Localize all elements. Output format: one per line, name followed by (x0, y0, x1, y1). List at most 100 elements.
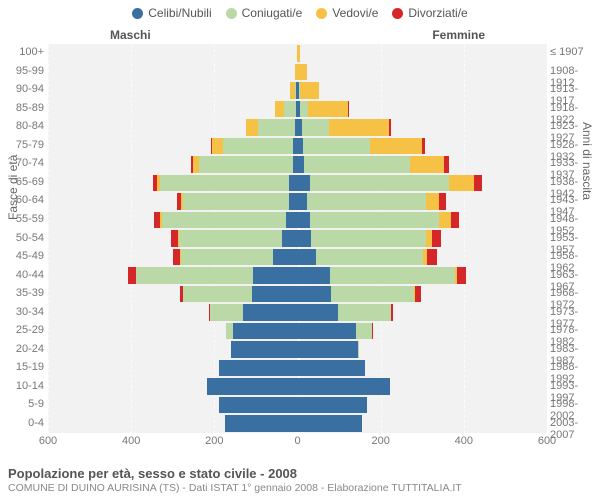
bar-segment (173, 249, 180, 266)
age-label: 5-9 (0, 398, 44, 410)
bar-segment (298, 415, 362, 432)
age-label: 75-79 (0, 139, 44, 151)
pyramid-row (48, 211, 547, 230)
x-tick-label: 0 (294, 435, 300, 447)
bar-segment (426, 193, 438, 210)
male-bar (246, 119, 298, 136)
age-label: 85-89 (0, 102, 44, 114)
bar-segment (210, 304, 243, 321)
age-label: 20-24 (0, 343, 44, 355)
bar-segment (298, 249, 317, 266)
bar-segment (233, 323, 297, 340)
age-label: 15-19 (0, 361, 44, 373)
bar-segment (128, 267, 135, 284)
male-bar (207, 378, 298, 395)
birth-year-label: ≤ 1907 (550, 46, 600, 58)
bar-segment (300, 82, 319, 99)
age-label: 0-4 (0, 417, 44, 429)
bar-segment (298, 378, 390, 395)
legend-swatch (132, 8, 143, 19)
bar-segment (171, 230, 178, 247)
bar-segment (307, 193, 427, 210)
x-tick-label: 400 (122, 435, 140, 447)
male-bar (128, 267, 297, 284)
bar-segment (311, 230, 427, 247)
female-bar (298, 45, 300, 62)
bar-segment (243, 304, 297, 321)
bar-segment (212, 138, 222, 155)
legend-swatch (392, 8, 403, 19)
bar-segment (298, 360, 365, 377)
bar-segment (329, 119, 389, 136)
age-label: 30-34 (0, 306, 44, 318)
bar-segment (389, 119, 391, 136)
pyramid-row (48, 359, 547, 378)
male-bar (171, 230, 297, 247)
pyramid-row (48, 100, 547, 119)
female-bar (298, 138, 426, 155)
bar-segment (160, 175, 289, 192)
bar-segment (282, 230, 298, 247)
male-bar (226, 323, 298, 340)
bar-segment (303, 138, 370, 155)
bar-segment (226, 323, 233, 340)
age-label: 25-29 (0, 324, 44, 336)
bar-segment (275, 101, 283, 118)
male-bar (219, 397, 298, 414)
x-tick-label: 400 (455, 435, 473, 447)
male-bar (153, 175, 298, 192)
age-label: 55-59 (0, 213, 44, 225)
male-bar (191, 156, 298, 173)
male-bar (211, 138, 297, 155)
birth-year-label: 2003-2007 (550, 417, 600, 441)
chart-footer: Popolazione per età, sesso e stato civil… (8, 466, 592, 494)
age-label: 95-99 (0, 65, 44, 77)
bar-segment (199, 156, 293, 173)
header-male: Maschi (110, 28, 151, 42)
bar-segment (444, 156, 449, 173)
male-bar (290, 82, 297, 99)
pyramid-row (48, 155, 547, 174)
bar-segment (231, 341, 298, 358)
x-tick-label: 600 (39, 435, 57, 447)
age-label: 50-54 (0, 232, 44, 244)
female-bar (298, 267, 467, 284)
bar-segment (432, 230, 441, 247)
bar-segment (183, 286, 252, 303)
x-tick-label: 600 (538, 435, 556, 447)
bar-segment (253, 267, 298, 284)
gridline (547, 44, 548, 433)
legend-label: Coniugati/e (242, 6, 303, 20)
bar-segment (284, 101, 296, 118)
bar-segment (179, 230, 282, 247)
bar-segment (356, 323, 373, 340)
bar-segment (451, 212, 459, 229)
female-bar (298, 230, 442, 247)
female-bar (298, 82, 320, 99)
bar-segment (415, 286, 421, 303)
bar-segment (219, 397, 298, 414)
bar-segment (273, 249, 298, 266)
bar-segment (330, 267, 455, 284)
pyramid-row (48, 414, 547, 433)
bar-segment (358, 341, 360, 358)
bar-segment (439, 212, 451, 229)
age-label: 80-84 (0, 120, 44, 132)
bar-segment (422, 138, 425, 155)
bar-segment (298, 304, 339, 321)
legend-swatch (226, 8, 237, 19)
bar-segment (298, 323, 356, 340)
female-bar (298, 286, 421, 303)
bar-segment (298, 212, 310, 229)
legend-label: Divorziati/e (408, 6, 467, 20)
bar-segment (258, 119, 295, 136)
age-label: 90-94 (0, 83, 44, 95)
x-tick-label: 200 (371, 435, 389, 447)
male-bar (154, 212, 297, 229)
pyramid-row (48, 248, 547, 267)
bar-segment (410, 156, 444, 173)
legend: Celibi/NubiliConiugati/eVedovi/eDivorzia… (0, 0, 600, 20)
footer-subtitle: COMUNE DI DUINO AURISINA (TS) - Dati IST… (8, 482, 592, 494)
legend-label: Vedovi/e (332, 6, 378, 20)
female-bar (298, 378, 390, 395)
